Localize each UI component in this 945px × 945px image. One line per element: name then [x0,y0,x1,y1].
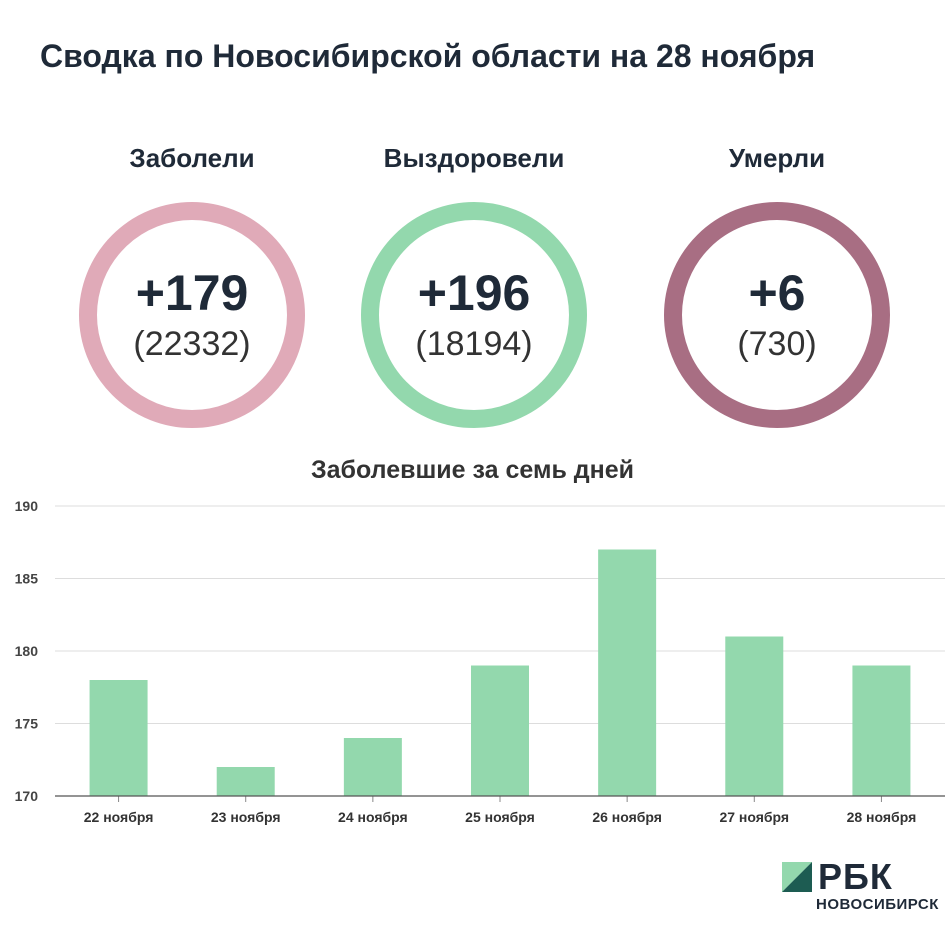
x-tick-label: 28 ноября [847,809,917,825]
stat-infected-ring: +179 (22332) [79,202,305,428]
y-tick-label: 185 [15,571,39,587]
chart-title: Заболевшие за семь дней [310,456,634,484]
stat-infected: Заболели +179 (22332) [42,140,342,428]
stat-deceased-delta: +6 [748,265,806,321]
stat-infected-label: Заболели [129,143,255,173]
bar [598,549,657,796]
bar [852,665,911,796]
y-tick-label: 190 [15,498,39,514]
brand-name: РБК [818,856,893,897]
x-tick-label: 24 ноября [338,809,408,825]
stat-deceased-total: (730) [737,325,817,363]
page-title: Сводка по Новосибирской области на 28 но… [40,38,816,74]
x-tick-label: 27 ноября [719,809,789,825]
brand-mark-icon [782,862,812,892]
stat-recovered-ring: +196 (18194) [361,202,587,428]
brand-logo: РБК НОВОСИБИРСК [782,856,942,918]
x-tick-label: 23 ноября [211,809,281,825]
stat-recovered-total: (18194) [415,325,533,363]
bar [89,680,148,796]
bar [471,665,529,796]
bar [343,738,402,796]
stat-recovered: Выздоровели +196 (18194) [324,140,624,428]
stat-deceased-label: Умерли [728,143,826,173]
stat-recovered-delta: +196 [417,265,531,321]
brand-region: НОВОСИБИРСК [816,896,939,913]
stat-deceased: Умерли +6 (730) [627,140,927,428]
x-tick-label: 22 ноября [84,809,154,825]
stat-infected-total: (22332) [133,325,251,363]
stat-infected-delta: +179 [135,265,249,321]
bar-chart: 170 175 180 185 190 22 ноября 23 ноября 24 нояб… [15,498,945,825]
stat-deceased-ring: +6 (730) [664,202,890,428]
x-tick-label: 26 ноября [592,809,662,825]
y-tick-label: 175 [15,716,39,732]
stat-recovered-label: Выздоровели [383,143,565,173]
x-tick-label: 25 ноября [465,809,535,825]
bar [216,767,275,796]
bar [725,636,784,796]
y-tick-label: 180 [15,643,39,659]
y-tick-label: 170 [15,788,39,804]
